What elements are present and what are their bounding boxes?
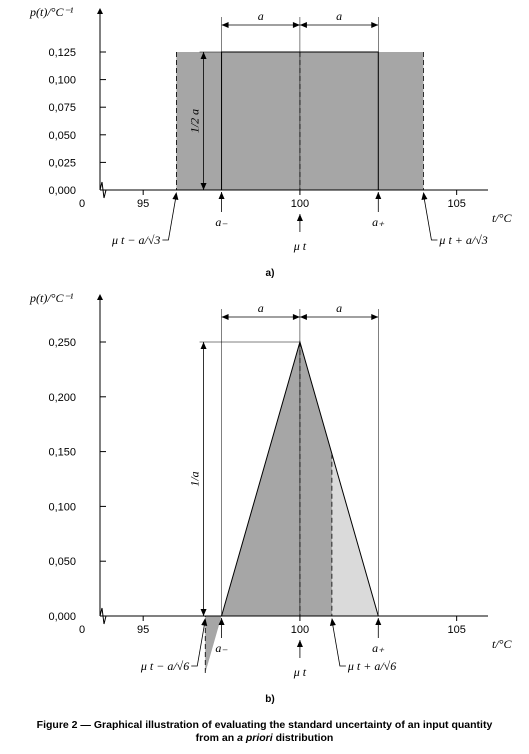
chart-b-y-tick-label: 0,250 <box>48 337 76 349</box>
caption-line-2: from an a priori distribution <box>0 732 529 745</box>
chart-a-x-tick-label: 100 <box>291 198 309 210</box>
chart-b-annotation-arrowhead <box>375 618 382 625</box>
chart-b-y-tick-label: 0,000 <box>48 611 76 623</box>
chart-a-lower-bound-label: μ t − a/√3 <box>111 233 160 247</box>
chart-a-a-plus-label: a₊ <box>372 215 385 229</box>
chart-a-annotation-arrowhead <box>375 192 382 199</box>
chart-b-x-tick-label: 105 <box>447 624 465 636</box>
chart-a-lower-leader <box>162 193 177 241</box>
chart-b-x-tick-label: 95 <box>137 624 149 636</box>
chart-b-lower-arrowhead <box>201 618 208 626</box>
chart-a-dim-arrowhead <box>299 22 307 28</box>
chart-b-y-axis-arrow <box>97 294 103 300</box>
chart-a-y-axis-arrow <box>97 8 103 14</box>
chart-a-dim-arrowhead <box>371 22 379 28</box>
chart-a-origin-label: 0 <box>79 198 85 210</box>
chart-b-half-width-label: a <box>258 301 264 315</box>
chart-b-a-minus-label: a₋ <box>215 641 228 655</box>
chart-a-x-tick-label: 105 <box>447 198 465 210</box>
chart-a-height-label: 1/2 a <box>188 109 202 133</box>
chart-a-a-minus-label: a₋ <box>215 215 228 229</box>
chart-a-height-arrowhead <box>200 52 207 59</box>
chart-a-dim-arrowhead <box>292 22 300 28</box>
chart-b-x-tick-label: 100 <box>291 624 309 636</box>
chart-b-annotation-arrowhead <box>296 640 303 647</box>
chart-b-lower-bound-label: μ t − a/√6 <box>140 659 189 673</box>
caption-suffix: distribution <box>272 732 334 744</box>
chart-a-mu-label: μ t <box>293 239 307 253</box>
chart-b-a-plus-label: a₊ <box>372 641 385 655</box>
chart-b-height-label: 1/a <box>188 471 202 486</box>
chart-b-y-tick-label: 0,050 <box>48 556 76 568</box>
chart-b-dim-arrowhead <box>299 314 307 320</box>
chart-a-annotation-arrowhead <box>296 214 303 221</box>
chart-b-upper-arrowhead <box>329 618 336 626</box>
chart-b-dim-arrowhead <box>221 314 229 320</box>
chart-b-height-arrowhead <box>200 342 207 349</box>
chart-b-mu-label: μ t <box>293 665 307 679</box>
chart-b-half-width-label: a <box>336 301 342 315</box>
chart-a-y-tick-label: 0,025 <box>48 157 76 169</box>
chart-a-height-arrowhead <box>200 183 207 190</box>
chart-b-dim-arrowhead <box>292 314 300 320</box>
chart-a-half-width-label: a <box>258 9 264 23</box>
chart-b-x-axis-label: t/°C <box>492 637 512 651</box>
chart-a-annotation-arrowhead <box>218 192 225 199</box>
chart-b-y-tick-label: 0,100 <box>48 501 76 513</box>
chart-a-y-tick-label: 0,050 <box>48 130 76 142</box>
figure-caption: Figure 2 — Graphical illustration of eva… <box>0 719 529 745</box>
chart-b-subfigure-label: b) <box>265 694 274 705</box>
chart-b-lower-leader <box>191 619 206 667</box>
chart-b-y-axis-label: p(t)/°C⁻¹ <box>29 291 74 305</box>
chart-a-dim-arrowhead <box>221 22 229 28</box>
chart-a-y-tick-label: 0,075 <box>48 102 76 114</box>
caption-line-1: Figure 2 — Graphical illustration of eva… <box>36 719 493 731</box>
chart-b-annotation-arrowhead <box>218 618 225 625</box>
chart-b-upper-leader <box>331 619 346 667</box>
chart-a-upper-arrowhead <box>421 192 428 200</box>
chart-a-y-tick-label: 0,000 <box>48 185 76 197</box>
caption-italic: a priori <box>237 732 273 744</box>
chart-b-origin-label: 0 <box>79 624 85 636</box>
chart-b-y-tick-label: 0,150 <box>48 447 76 459</box>
chart-b-inner-area <box>205 342 332 673</box>
chart-b-dim-arrowhead <box>371 314 379 320</box>
chart-a-y-axis-label: p(t)/°C⁻¹ <box>29 5 74 19</box>
chart-a-subfigure-label: a) <box>266 268 275 279</box>
chart-a-y-tick-label: 0,100 <box>48 75 76 87</box>
caption-prefix: from an <box>195 732 238 744</box>
chart-a-x-tick-label: 95 <box>137 198 149 210</box>
chart-a-upper-leader <box>423 193 438 241</box>
chart-b-y-tick-label: 0,200 <box>48 392 76 404</box>
chart-a-half-width-label: a <box>336 9 342 23</box>
chart-a-lower-arrowhead <box>172 192 179 200</box>
chart-a-upper-bound-label: μ t + a/√3 <box>438 233 487 247</box>
chart-b-upper-bound-label: μ t + a/√6 <box>347 659 396 673</box>
chart-a-y-tick-label: 0,125 <box>48 47 76 59</box>
chart-a-x-axis-label: t/°C <box>492 211 512 225</box>
chart-b-height-arrowhead <box>200 609 207 616</box>
